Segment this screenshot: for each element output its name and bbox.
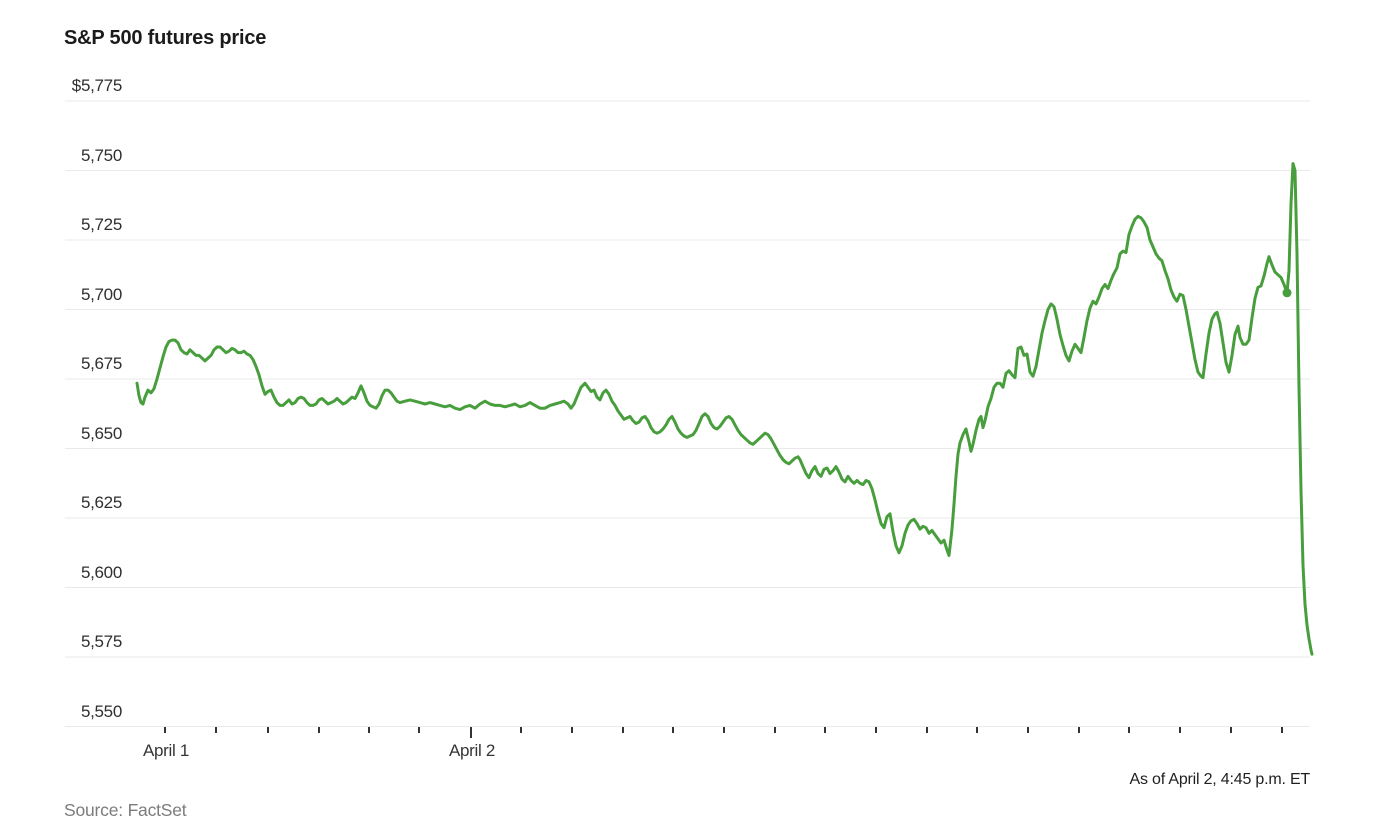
y-axis-label: 5,625 [80,493,122,512]
y-axis-label: 5,675 [80,354,122,373]
chart-title: S&P 500 futures price [64,27,267,49]
y-axis-label: 5,550 [80,701,122,721]
x-axis-label: April 2 [448,741,496,760]
y-axis-label: 5,575 [80,632,122,651]
source-note: Source: FactSet [64,800,187,820]
y-axis-label: 5,650 [80,423,122,443]
y-axis-label: 5,725 [80,215,122,234]
y-axis-label: 5,600 [80,562,122,582]
last-price-dot [1282,288,1292,298]
y-axis-label: 5,750 [80,145,122,165]
asof-note: As of April 2, 4:45 p.m. ET [1129,771,1311,788]
y-axis-label: $5,775 [71,76,123,95]
y-axis-label: 5,700 [80,284,122,304]
x-axis-label: April 1 [142,741,190,760]
price-line [135,162,1314,656]
